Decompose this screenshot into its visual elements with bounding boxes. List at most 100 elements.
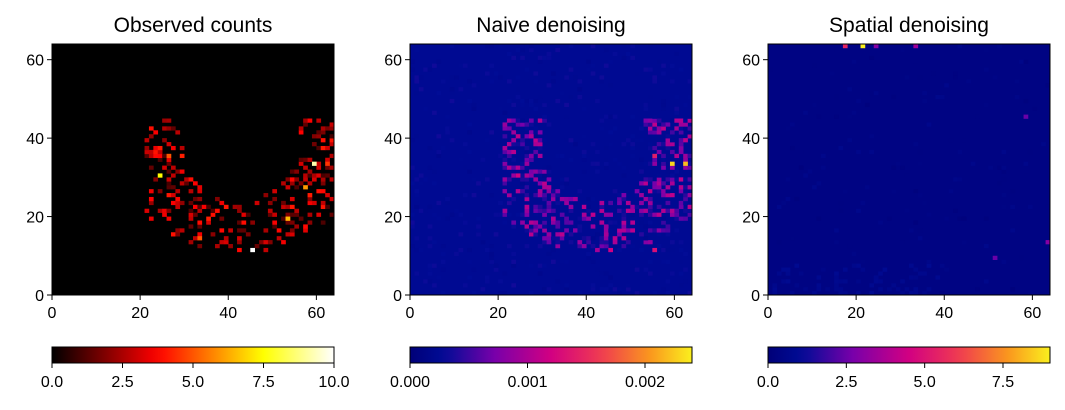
heatmap-cell bbox=[537, 173, 543, 178]
heatmap-cell bbox=[1001, 259, 1007, 264]
heatmap-cell bbox=[687, 291, 693, 296]
heatmap-cell bbox=[303, 165, 308, 170]
heatmap-cell bbox=[687, 114, 693, 119]
heatmap-cell bbox=[882, 267, 888, 272]
heatmap-cell bbox=[533, 224, 539, 229]
plot-frame bbox=[51, 43, 335, 296]
heatmap-cell bbox=[493, 263, 499, 268]
heatmap-cell bbox=[625, 287, 631, 292]
heatmap-cell bbox=[678, 189, 684, 194]
heatmap-cell bbox=[555, 98, 561, 104]
heatmap-cell bbox=[449, 75, 455, 80]
heatmap-cell bbox=[476, 181, 481, 186]
heatmap-cell bbox=[423, 208, 428, 213]
heatmap-cell bbox=[869, 91, 875, 96]
heatmap-cell bbox=[175, 130, 181, 135]
heatmap-hotspot bbox=[303, 185, 308, 190]
heatmap-cell bbox=[652, 114, 658, 119]
heatmap-cell bbox=[520, 47, 525, 53]
heatmap-cell bbox=[595, 169, 600, 174]
heatmap-cell bbox=[586, 236, 591, 241]
heatmap-cell bbox=[851, 98, 857, 104]
heatmap-cell bbox=[467, 259, 472, 264]
heatmap-cell bbox=[630, 263, 636, 268]
heatmap-panel-3: Spatial denoising 00 20 20 40 40 60 60 0.0 2.5 5.0… bbox=[742, 14, 1051, 391]
heatmap-cell bbox=[467, 149, 472, 155]
heatmap-cell bbox=[166, 169, 172, 174]
heatmap-cell bbox=[961, 216, 967, 221]
x-tick-label: 60 bbox=[1023, 305, 1041, 322]
heatmap-cell bbox=[471, 102, 477, 108]
heatmap-cell bbox=[683, 177, 688, 182]
heatmap-cell bbox=[458, 63, 464, 68]
heatmap-cell bbox=[537, 118, 543, 123]
heatmap-cell bbox=[467, 169, 472, 174]
heatmap-cell bbox=[502, 271, 508, 276]
heatmap-cell bbox=[524, 110, 530, 115]
heatmap-cell bbox=[647, 102, 653, 108]
heatmap-cell bbox=[458, 247, 464, 253]
heatmap-cell bbox=[669, 181, 675, 186]
heatmap-cell bbox=[276, 236, 282, 241]
heatmap-cell bbox=[794, 196, 800, 202]
heatmap-cell bbox=[289, 169, 295, 174]
heatmap-cell bbox=[245, 212, 251, 217]
heatmap-cell bbox=[432, 110, 437, 115]
heatmap-cell bbox=[608, 283, 613, 288]
heatmap-cell bbox=[630, 55, 636, 60]
heatmap-cell bbox=[471, 267, 477, 272]
heatmap-cell bbox=[661, 71, 666, 76]
heatmap-cell bbox=[904, 173, 910, 178]
heatmap-cell bbox=[564, 283, 569, 288]
heatmap-cell bbox=[329, 126, 335, 131]
heatmap-cell bbox=[427, 291, 433, 296]
heatmap-cell bbox=[647, 161, 653, 166]
heatmap-cell bbox=[608, 142, 613, 147]
heatmap-cell bbox=[687, 126, 693, 131]
heatmap-cell bbox=[542, 98, 547, 104]
heatmap-cell bbox=[162, 126, 167, 131]
heatmap-cell bbox=[528, 122, 534, 127]
heatmap-cell bbox=[506, 165, 512, 170]
heatmap-cell bbox=[665, 259, 671, 264]
heatmap-cell bbox=[630, 134, 636, 139]
heatmap-cell bbox=[838, 291, 844, 296]
heatmap-cell bbox=[493, 71, 499, 76]
heatmap-cell bbox=[289, 204, 295, 210]
heatmap-cell bbox=[325, 173, 330, 178]
heatmap-cell bbox=[502, 126, 508, 131]
heatmap-cell bbox=[665, 232, 671, 237]
heatmap-cell bbox=[577, 189, 583, 194]
heatmap-cell bbox=[939, 94, 945, 100]
heatmap-cell bbox=[674, 216, 680, 221]
heatmap-cell bbox=[427, 267, 433, 272]
heatmap-cell bbox=[546, 232, 552, 237]
heatmap-cell bbox=[511, 138, 517, 143]
x-tick-label: 40 bbox=[219, 305, 237, 322]
heatmap-cell bbox=[639, 232, 644, 237]
heatmap-cell bbox=[634, 291, 640, 296]
heatmap-cell bbox=[511, 251, 517, 257]
heatmap-cell bbox=[219, 228, 225, 233]
heatmap-cell bbox=[674, 118, 680, 123]
heatmap-cell bbox=[785, 196, 791, 202]
heatmap-cell bbox=[559, 259, 565, 264]
heatmap-cell bbox=[798, 271, 804, 276]
heatmap-cell bbox=[656, 118, 662, 123]
heatmap-cell bbox=[537, 224, 543, 229]
heatmap-cell bbox=[458, 87, 464, 92]
heatmap-cell bbox=[900, 165, 905, 170]
x-tick-label: 0 bbox=[764, 305, 773, 322]
heatmap-cell bbox=[493, 267, 499, 272]
heatmap-cell bbox=[599, 75, 605, 80]
heatmap-cell bbox=[581, 204, 587, 210]
heatmap-cell bbox=[1041, 142, 1046, 147]
heatmap-cell bbox=[427, 236, 433, 241]
heatmap-cell bbox=[502, 157, 508, 162]
heatmap-cell bbox=[678, 165, 684, 170]
heatmap-cell bbox=[232, 204, 238, 210]
heatmap-cell bbox=[320, 130, 326, 135]
heatmap-cell bbox=[272, 189, 278, 194]
heatmap-cell bbox=[595, 247, 600, 253]
heatmap-cell bbox=[520, 165, 525, 170]
